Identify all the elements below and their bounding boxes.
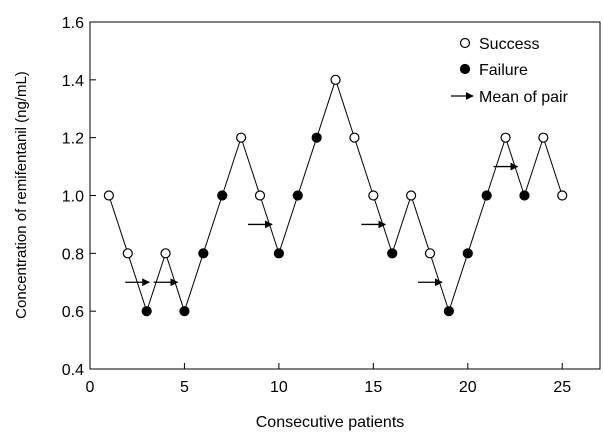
legend-success-label: Success [479, 36, 539, 53]
series-line [108, 78, 563, 313]
y-tick-label: 1.0 [62, 189, 84, 206]
y-tick-label: 1.4 [62, 73, 84, 90]
success-point [538, 132, 549, 143]
x-axis-label: Consecutive patients [256, 414, 405, 431]
failure-point [198, 248, 209, 259]
failure-point [141, 306, 152, 317]
y-tick-label: 0.4 [62, 362, 84, 379]
legend-failure-marker [459, 63, 471, 75]
legend-mean-label: Mean of pair [479, 89, 569, 106]
failure-point [179, 306, 190, 317]
legend: Success Failure Mean of pair [451, 36, 569, 106]
data-markers [103, 74, 568, 317]
x-tick-label: 20 [459, 379, 477, 396]
y-tick-label: 0.8 [62, 246, 84, 263]
success-point [103, 190, 114, 201]
y-axis-ticks: 0.4 0.6 0.8 1.0 1.2 1.4 1.6 [62, 15, 96, 379]
failure-point [443, 306, 454, 317]
x-tick-label: 10 [270, 379, 288, 396]
success-point [330, 74, 341, 85]
success-point [424, 248, 436, 259]
success-point [236, 132, 247, 143]
y-tick-label: 1.6 [62, 15, 84, 32]
success-point [500, 132, 511, 143]
y-tick-label: 1.2 [62, 131, 84, 148]
failure-point [217, 190, 228, 201]
success-point [122, 248, 133, 259]
failure-point [462, 248, 473, 259]
success-point [349, 132, 360, 143]
legend-success-marker [459, 37, 471, 49]
failure-point [273, 248, 284, 259]
x-axis-ticks: 0 5 10 15 20 25 [86, 363, 571, 396]
legend-failure-label: Failure [479, 62, 528, 79]
success-point [368, 190, 379, 201]
failure-point [387, 248, 398, 259]
y-axis-label: Concentration of remifentanil (ng/mL) [13, 71, 30, 319]
mean-of-pair-arrows [125, 162, 519, 287]
success-point [406, 190, 417, 201]
x-tick-label: 15 [364, 379, 382, 396]
success-point [254, 190, 266, 201]
success-point [557, 190, 568, 201]
x-tick-label: 0 [86, 379, 95, 396]
success-point [160, 248, 171, 259]
failure-point [519, 190, 530, 201]
x-tick-label: 25 [553, 379, 571, 396]
failure-point [311, 132, 322, 143]
y-tick-label: 0.6 [62, 304, 84, 321]
failure-point [481, 190, 492, 201]
x-tick-label: 5 [180, 379, 189, 396]
failure-point [292, 190, 303, 201]
